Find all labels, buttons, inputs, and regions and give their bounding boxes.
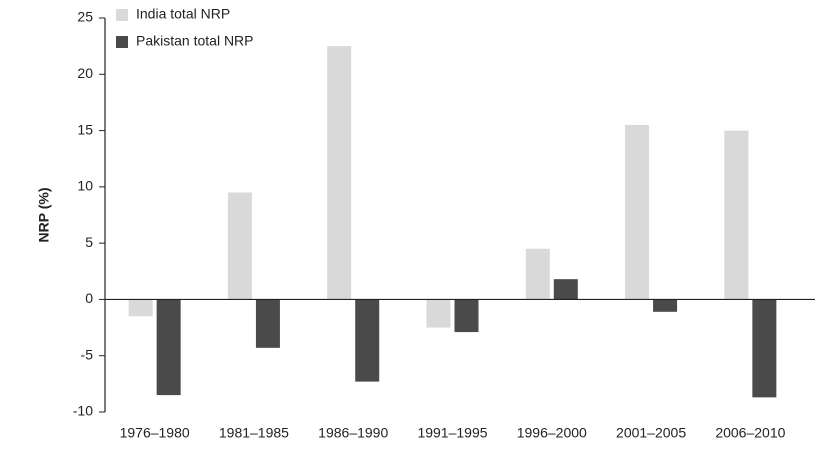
x-tick-label: 2001–2005 (616, 425, 686, 441)
y-tick-label: 15 (77, 121, 93, 137)
y-tick-label: 5 (85, 234, 93, 250)
x-tick-label: 2006–2010 (715, 425, 785, 441)
y-tick-label: 10 (77, 178, 93, 194)
y-tick-label: 20 (77, 65, 93, 81)
legend-swatch (116, 36, 128, 48)
legend-label: Pakistan total NRP (136, 33, 254, 49)
bar (724, 130, 749, 300)
bar (255, 299, 280, 348)
x-tick-label: 1991–1995 (417, 425, 487, 441)
bar (525, 248, 550, 300)
bar (653, 299, 678, 312)
bar (128, 299, 153, 317)
x-tick-label: 1996–2000 (517, 425, 587, 441)
y-tick-label: -5 (81, 346, 94, 362)
y-tick-label: 25 (77, 9, 93, 25)
x-tick-label: 1986–1990 (318, 425, 388, 441)
legend-swatch (116, 9, 128, 21)
bar (752, 299, 777, 398)
bar (327, 46, 352, 300)
x-tick-label: 1976–1980 (120, 425, 190, 441)
bar (625, 124, 650, 300)
bar (553, 279, 578, 300)
bar (355, 299, 380, 382)
y-tick-label: 0 (85, 290, 93, 306)
x-tick-label: 1981–1985 (219, 425, 289, 441)
bar (426, 299, 451, 328)
bar (227, 192, 252, 300)
y-tick-label: -10 (73, 403, 93, 419)
legend-label: India total NRP (136, 6, 230, 22)
bar (156, 299, 181, 396)
y-axis-label: NRP (%) (36, 188, 52, 243)
bar (454, 299, 479, 333)
